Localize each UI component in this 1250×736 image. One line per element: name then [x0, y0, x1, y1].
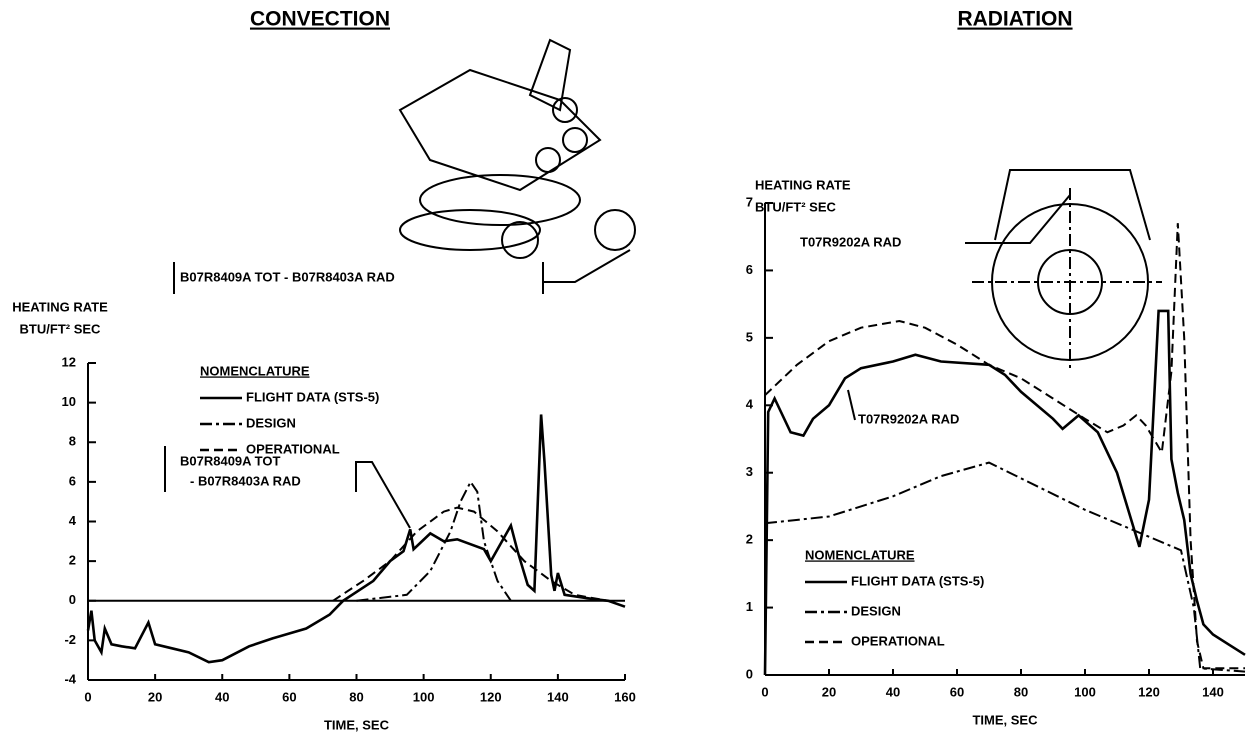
- y-tick-label: 4: [69, 513, 77, 528]
- y-tick-label: 2: [746, 532, 753, 547]
- x-tick-label: 60: [282, 689, 296, 704]
- x-tick-label: 80: [349, 689, 363, 704]
- x-tick-label: 160: [614, 689, 636, 704]
- legend-title: NOMENCLATURE: [805, 547, 915, 562]
- x-tick-label: 0: [84, 689, 91, 704]
- y-tick-label: 0: [746, 666, 753, 681]
- legend-label: DESIGN: [246, 415, 296, 430]
- y-axis-label: HEATING RATE: [12, 299, 108, 314]
- x-tick-label: 140: [1202, 684, 1224, 699]
- series-line: [764, 461, 1246, 673]
- x-tick-label: 100: [1074, 684, 1096, 699]
- y-tick-label: -4: [64, 671, 76, 686]
- annotation: B07R8409A TOT: [180, 453, 280, 468]
- y-tick-label: 1: [746, 599, 753, 614]
- x-tick-label: 40: [886, 684, 900, 699]
- series-line: [764, 223, 1245, 670]
- x-tick-label: 60: [950, 684, 964, 699]
- x-tick-label: 0: [761, 684, 768, 699]
- y-tick-label: 0: [69, 592, 76, 607]
- y-tick-label: -2: [64, 632, 76, 647]
- annotation: - B07R8403A RAD: [190, 473, 301, 488]
- y-tick-label: 5: [746, 329, 753, 344]
- y-axis-label: BTU/FT² SEC: [755, 199, 836, 214]
- y-tick-label: 8: [69, 434, 76, 449]
- y-axis-label: BTU/FT² SEC: [20, 321, 101, 336]
- legend-label: DESIGN: [851, 603, 901, 618]
- legend-label: OPERATIONAL: [246, 441, 340, 456]
- series-line: [356, 479, 512, 602]
- series-line: [332, 506, 609, 602]
- y-axis-label: HEATING RATE: [755, 177, 851, 192]
- y-tick-label: 6: [69, 473, 76, 488]
- legend-title: NOMENCLATURE: [200, 363, 310, 378]
- annotation-brackets: [164, 262, 544, 529]
- x-tick-label: 120: [1138, 684, 1160, 699]
- series-line: [763, 309, 1246, 676]
- x-tick-label: 120: [480, 689, 502, 704]
- y-tick-label: 2: [69, 553, 76, 568]
- x-tick-label: 20: [148, 689, 162, 704]
- y-tick-label: 7: [746, 194, 753, 209]
- y-tick-label: 12: [62, 354, 76, 369]
- annotation: T07R9202A RAD: [858, 411, 959, 426]
- x-tick-label: 100: [413, 689, 435, 704]
- y-tick-label: 4: [746, 397, 754, 412]
- x-axis-label: TIME, SEC: [324, 717, 390, 732]
- x-axis-label: TIME, SEC: [972, 712, 1038, 727]
- shuttle-illustration: [398, 38, 636, 283]
- section-diagram: [847, 169, 1162, 421]
- series-line: [86, 414, 626, 664]
- y-tick-label: 6: [746, 262, 753, 277]
- legend-label: FLIGHT DATA (STS-5): [246, 389, 379, 404]
- x-tick-label: 80: [1014, 684, 1028, 699]
- chart-title: CONVECTION: [250, 8, 390, 31]
- x-tick-label: 140: [547, 689, 569, 704]
- chart-title: RADIATION: [957, 8, 1072, 31]
- legend-label: OPERATIONAL: [851, 633, 945, 648]
- y-tick-label: 3: [746, 464, 753, 479]
- x-tick-label: 40: [215, 689, 229, 704]
- annotation: T07R9202A RAD: [800, 234, 901, 249]
- x-tick-label: 20: [822, 684, 836, 699]
- legend-label: FLIGHT DATA (STS-5): [851, 573, 984, 588]
- y-tick-label: 10: [62, 394, 76, 409]
- annotation: B07R8409A TOT - B07R8403A RAD: [180, 269, 395, 284]
